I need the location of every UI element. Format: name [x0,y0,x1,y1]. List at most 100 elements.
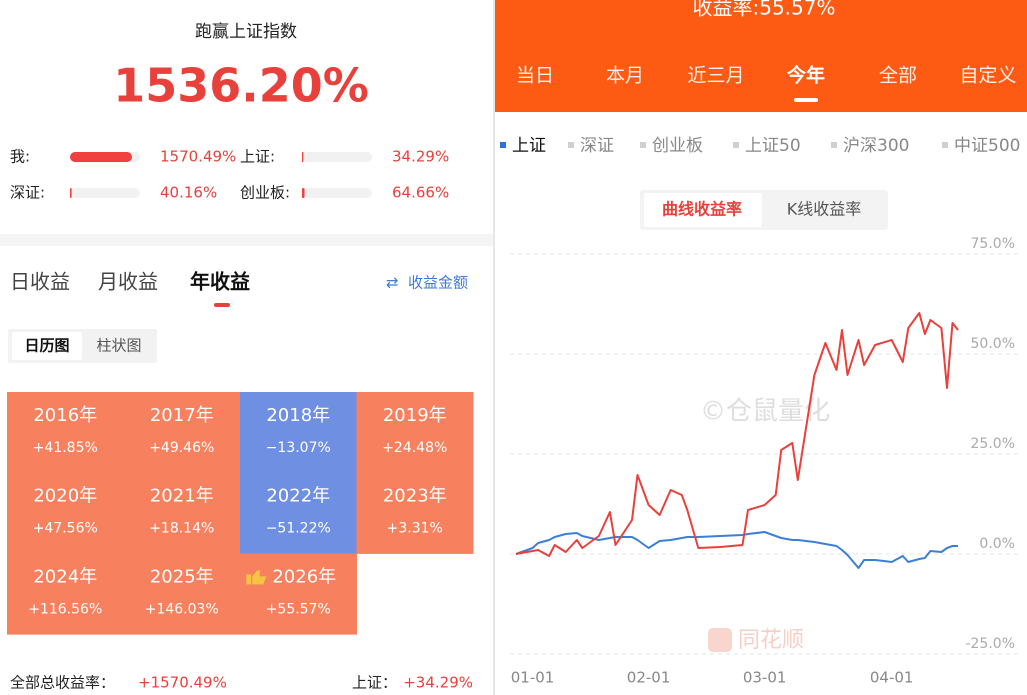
year-label: 2020年 [33,486,97,507]
year-return: +3.31% [387,521,443,537]
y-tick-label: 0.0% [979,536,1015,552]
year-cell[interactable] [7,553,124,635]
compare-value: 40.16% [160,184,217,202]
period-tab[interactable]: 全部 [879,65,917,87]
y-tick-label: -25.0% [965,636,1015,652]
year-cell[interactable] [123,553,241,635]
compare-value: 1570.49% [160,148,236,166]
period-tab[interactable]: 日收益 [10,270,70,294]
compare-bar [302,188,305,198]
mode-option[interactable]: 曲线收益率 [662,200,742,219]
left-title: 跑赢上证指数 [195,22,297,42]
x-tick-label: 01-01 [511,669,555,687]
footer-total: +1570.49% [138,674,227,692]
legend-swatch [500,142,506,148]
series-line [515,531,958,569]
legend-item[interactable]: 创业板 [652,136,703,156]
legend-item[interactable]: 中证500 [954,136,1020,156]
legend-item[interactable]: 深证 [580,136,614,156]
compare-bar [70,188,72,198]
thumb-icon [246,570,267,585]
year-cell[interactable] [123,392,241,474]
compare-label: 创业板: [240,184,290,202]
compare-track [302,152,372,162]
view-option[interactable]: 柱状图 [96,337,141,355]
compare-value: 34.29% [392,148,449,166]
year-cell[interactable] [240,553,357,635]
period-tab[interactable]: 年收益 [190,270,250,294]
y-tick-label: 50.0% [971,336,1015,352]
year-label: 2025年 [150,566,214,587]
logo-icon [708,628,732,652]
compare-bar [70,152,132,162]
amount-link[interactable]: 收益金额 [408,274,468,292]
year-cell[interactable] [356,392,474,474]
legend-swatch [942,142,948,148]
tab-indicator [214,303,230,307]
legend-swatch [568,142,574,148]
period-tab[interactable]: 近三月 [687,65,744,87]
view-active [12,332,82,360]
year-label: 2023年 [383,486,447,507]
y-tick-label: 75.0% [971,236,1015,252]
x-tick-label: 04-01 [870,669,914,687]
x-tick-label: 03-01 [743,669,787,687]
compare-track [70,188,140,198]
year-label: 2019年 [383,405,447,426]
excess-return: 1536.20% [113,59,369,113]
legend-item[interactable]: 上证 [512,136,546,156]
year-cell[interactable] [123,472,241,554]
legend-swatch [640,142,646,148]
year-label: 2026年 [272,566,336,587]
legend-swatch [831,142,837,148]
year-cell[interactable] [7,472,124,554]
year-return: −51.22% [266,521,331,537]
divider [493,0,495,695]
year-label: 2022年 [266,486,330,507]
compare-bar [302,152,304,162]
separator [0,234,493,246]
header-return: 收益率:55.57% [693,0,836,20]
y-tick-label: 25.0% [971,436,1015,452]
legend-item[interactable]: 上证50 [745,136,801,156]
view-option[interactable]: 日历图 [24,337,69,355]
series-line [515,312,959,557]
year-cell[interactable] [240,392,357,474]
logo-text: 同花顺 [738,628,804,653]
period-tab[interactable]: 自定义 [959,65,1016,87]
year-return: +146.03% [145,601,219,617]
period-tab[interactable]: 月收益 [98,270,158,294]
year-label: 2017年 [150,405,214,426]
year-return: +41.85% [33,440,98,456]
year-label: 2021年 [150,486,214,507]
period-tab[interactable]: 今年 [786,64,825,87]
compare-label: 深证: [10,184,45,202]
tab-indicator [794,98,818,102]
mode-option[interactable]: K线收益率 [787,200,862,219]
year-return: +49.46% [149,440,214,456]
year-return: +18.14% [149,521,214,537]
legend-swatch [733,142,739,148]
compare-value: 64.66% [392,184,449,202]
footer-index-label: 上证： [352,674,397,692]
year-return: +47.56% [33,521,98,537]
header-bar [495,0,1027,112]
year-return: +116.56% [28,601,102,617]
period-tab[interactable]: 当日 [516,65,554,87]
legend-item[interactable]: 沪深300 [843,136,909,156]
year-return: +24.48% [382,440,447,456]
year-cell[interactable] [356,472,474,554]
year-label: 2018年 [266,405,330,426]
year-return: −13.07% [266,440,331,456]
x-tick-label: 02-01 [627,669,671,687]
footer-total-label: 全部总收益率： [10,674,115,692]
mode-active [644,193,762,227]
year-return: +55.57% [266,601,331,617]
period-tab[interactable]: 本月 [606,65,644,87]
year-label: 2024年 [33,566,97,587]
year-cell[interactable] [7,392,124,474]
swap-icon: ⇄ [386,274,399,292]
year-cell[interactable] [240,472,357,554]
year-label: 2016年 [33,405,97,426]
